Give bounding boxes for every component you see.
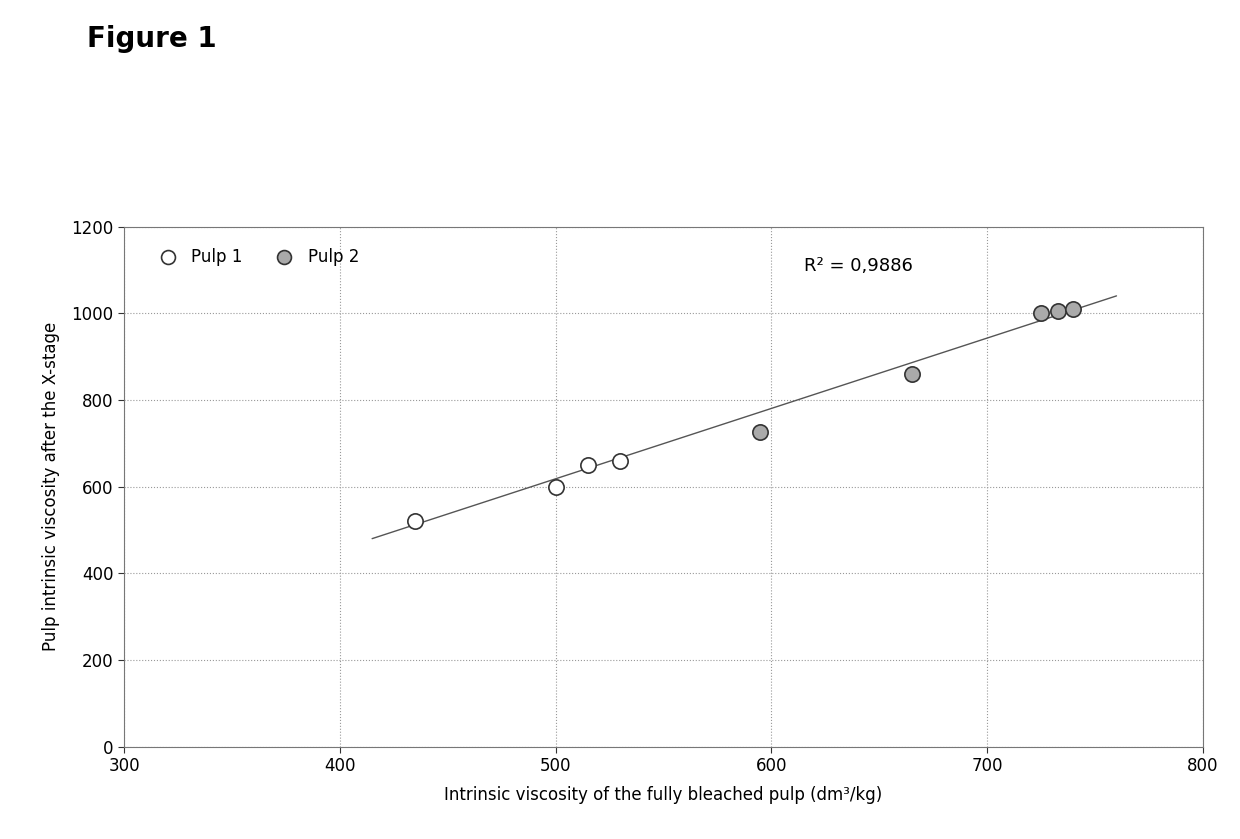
Point <box>750 425 770 439</box>
X-axis label: Intrinsic viscosity of the fully bleached pulp (dm³/kg): Intrinsic viscosity of the fully bleache… <box>444 786 883 805</box>
Point <box>405 514 425 528</box>
Point <box>1048 305 1068 318</box>
Legend: Pulp 1, Pulp 2: Pulp 1, Pulp 2 <box>143 240 367 274</box>
Text: Figure 1: Figure 1 <box>87 25 217 53</box>
Point <box>610 454 630 467</box>
Point <box>901 367 921 381</box>
Point <box>578 458 598 472</box>
Y-axis label: Pulp intrinsic viscosity after the X-stage: Pulp intrinsic viscosity after the X-sta… <box>42 322 61 651</box>
Point <box>1032 306 1052 320</box>
Point <box>1064 302 1084 315</box>
Point <box>546 480 565 493</box>
Text: R² = 0,9886: R² = 0,9886 <box>804 257 913 275</box>
